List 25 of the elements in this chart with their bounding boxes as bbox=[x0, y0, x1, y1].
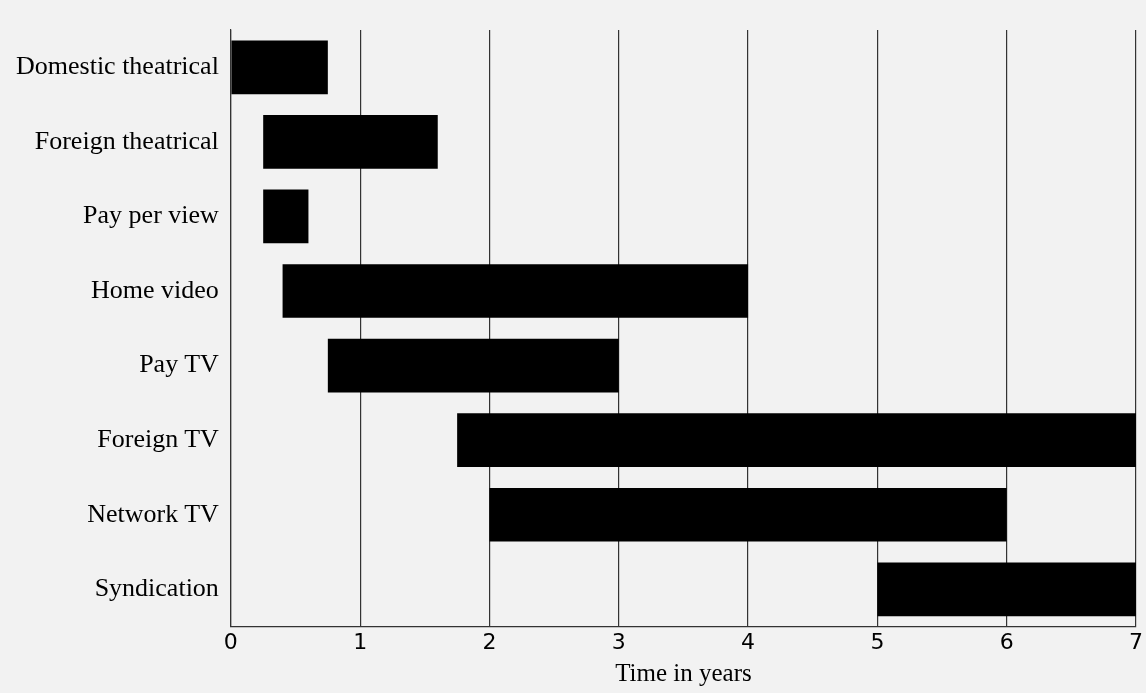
x-tick-label: 3 bbox=[611, 628, 626, 654]
bar bbox=[457, 413, 1136, 468]
x-tick-label: 5 bbox=[870, 628, 885, 654]
x-tick-label: 2 bbox=[482, 628, 497, 654]
bar bbox=[282, 264, 749, 318]
y-tick-label: Syndication bbox=[94, 573, 219, 603]
x-tick-label: 6 bbox=[999, 628, 1014, 654]
y-tick-label: Home video bbox=[91, 274, 219, 304]
y-tick-label: Domestic theatrical bbox=[16, 51, 219, 81]
bar bbox=[263, 189, 309, 244]
y-tick-label: Pay per view bbox=[83, 200, 220, 230]
y-tick-label: Foreign TV bbox=[97, 423, 220, 453]
y-tick-label: Pay TV bbox=[139, 349, 220, 379]
y-tick-label: Network TV bbox=[87, 498, 220, 528]
x-tick-label: 0 bbox=[223, 628, 238, 654]
bar bbox=[877, 562, 1136, 617]
bar bbox=[263, 115, 438, 169]
x-tick-label: 7 bbox=[1129, 628, 1143, 654]
bar bbox=[231, 40, 328, 95]
bar bbox=[489, 487, 1007, 542]
y-tick-label: Foreign theatrical bbox=[34, 125, 219, 155]
x-axis-title: Time in years bbox=[615, 658, 752, 686]
x-tick-label: 4 bbox=[741, 628, 756, 654]
x-tick-label: 1 bbox=[353, 628, 368, 654]
bar bbox=[327, 338, 619, 393]
